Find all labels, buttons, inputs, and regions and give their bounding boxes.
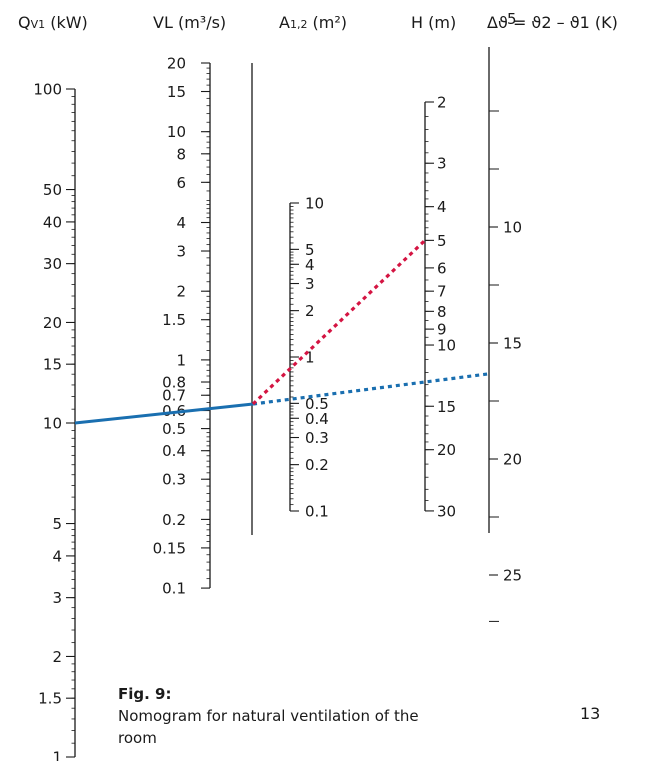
tick-label-vl: 0.8 xyxy=(162,374,186,392)
tick-label-h: 4 xyxy=(437,198,447,216)
example-line-dotted-red xyxy=(251,239,427,406)
tick-label-a12: 5 xyxy=(305,241,315,259)
tick-label-qv1: 1.5 xyxy=(38,690,62,708)
tick-label-h: 7 xyxy=(437,283,447,301)
figure-description: Nomogram for natural ventilation of the … xyxy=(118,707,419,747)
tick-label-vl: 3 xyxy=(176,243,186,261)
axis-label-vl: VL (m³/s) xyxy=(153,13,226,32)
tick-label-a12: 0.4 xyxy=(305,410,329,428)
tick-label-vl: 0.5 xyxy=(162,420,186,438)
tick-label-vl: 4 xyxy=(176,214,186,232)
tick-label-h: 3 xyxy=(437,155,447,173)
tick-label-h: 10 xyxy=(437,337,456,355)
tick-label-dtheta: 20 xyxy=(503,451,522,469)
axis-label-dtheta: Δϑ = ϑ2 – ϑ1 (K) xyxy=(487,13,618,32)
tick-label-vl: 8 xyxy=(176,145,186,163)
tick-label-a12: 2 xyxy=(305,302,315,320)
tick-label-vl: 0.7 xyxy=(162,387,186,405)
tick-label-h: 5 xyxy=(437,232,447,250)
page-number: 13 xyxy=(580,704,601,723)
tick-label-qv1: 10 xyxy=(43,415,62,433)
tick-label-h: 20 xyxy=(437,441,456,459)
example-line-solid xyxy=(74,402,254,425)
tick-label-qv1: 15 xyxy=(43,356,62,374)
tick-label-vl: 20 xyxy=(167,55,186,73)
tick-label-qv1: 4 xyxy=(52,547,62,565)
tick-label-a12: 0.2 xyxy=(305,456,329,474)
axis-label-overprint: 5 xyxy=(507,10,517,28)
tick-label-a12: 1 xyxy=(305,349,315,367)
tick-label-qv1: 1 xyxy=(52,749,62,761)
axis-label-a12: A1,2 (m²) xyxy=(279,13,347,32)
tick-label-h: 6 xyxy=(437,259,447,277)
figure-number: Fig. 9: xyxy=(118,685,172,703)
scale-vl: 201510864321.510.80.70.60.50.40.30.20.15… xyxy=(153,55,211,598)
tick-label-vl: 2 xyxy=(176,283,186,301)
tick-label-vl: 1.5 xyxy=(162,311,186,329)
tick-label-vl: 0.15 xyxy=(153,539,186,557)
tick-label-qv1: 5 xyxy=(52,515,62,533)
tick-label-a12: 0.1 xyxy=(305,503,329,521)
tick-label-a12: 3 xyxy=(305,275,315,293)
tick-label-qv1: 30 xyxy=(43,255,62,273)
tick-label-dtheta: 10 xyxy=(503,219,522,237)
tick-label-vl: 15 xyxy=(167,83,186,101)
tick-label-vl: 0.4 xyxy=(162,442,186,460)
tick-label-a12: 0.3 xyxy=(305,429,329,447)
tick-label-a12: 4 xyxy=(305,256,315,274)
tick-label-qv1: 3 xyxy=(52,589,62,607)
tick-label-a12: 10 xyxy=(305,195,324,213)
tick-label-qv1: 40 xyxy=(43,213,62,231)
tick-label-h: 2 xyxy=(437,94,447,112)
tick-label-dtheta: 15 xyxy=(503,335,522,353)
tick-label-vl: 10 xyxy=(167,123,186,141)
tick-label-vl: 0.3 xyxy=(162,471,186,489)
axis-label-h: H (m) xyxy=(411,13,456,32)
scale-a12: 10 543 2 1 0.50.40.3 0.2 0.1 xyxy=(289,195,329,521)
scale-dtheta: 10 15 20 25 xyxy=(488,47,522,622)
tick-label-h: 30 xyxy=(437,502,456,520)
tick-label-h: 9 xyxy=(437,321,447,339)
tick-label-qv1: 2 xyxy=(52,648,62,666)
tick-label-qv1: 50 xyxy=(43,181,62,199)
tick-label-vl: 1 xyxy=(176,351,186,369)
tick-label-qv1: 100 xyxy=(33,81,62,99)
tick-label-h: 15 xyxy=(437,398,456,416)
tick-label-vl: 6 xyxy=(176,174,186,192)
tick-label-qv1: 20 xyxy=(43,314,62,332)
tick-label-h: 8 xyxy=(437,303,447,321)
tick-label-vl: 0.1 xyxy=(162,580,186,598)
tick-label-vl: 0.2 xyxy=(162,511,186,529)
tick-label-a12: 0.5 xyxy=(305,395,329,413)
figure-caption: Fig. 9: Nomogram for natural ventilation… xyxy=(118,683,448,749)
tick-label-dtheta: 25 xyxy=(503,567,522,585)
axis-label-qv1: QV1 (kW) xyxy=(18,13,88,32)
scale-qv1: 100 50 40 30 20 15 10 5 4 3 2 1.5 1 xyxy=(33,81,76,761)
